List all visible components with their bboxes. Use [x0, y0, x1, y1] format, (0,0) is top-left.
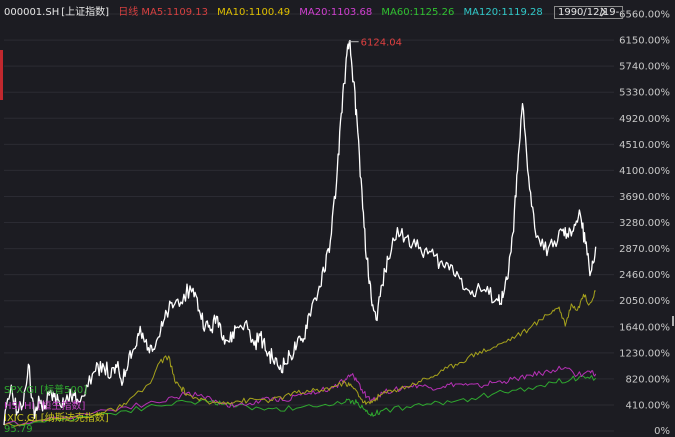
annotation-label: 6124.04 [361, 38, 402, 49]
legend-ma10: MA10:1100.49 [217, 7, 291, 18]
legend-ma120: MA120:1119.28 [463, 7, 543, 18]
y-tick-label: 3280.00% [619, 218, 670, 229]
y-tick-label: 2460.00% [619, 270, 670, 281]
y-tick-label: 4100.00% [619, 166, 670, 177]
y-tick-label: 410.00% [626, 400, 671, 411]
y-tick-label: 2050.00% [619, 296, 670, 307]
y-tick-label: 3690.00% [619, 192, 670, 203]
y-tick-label: 5330.00% [619, 88, 670, 99]
tag-hsi: HSI.HI [恒生指数] [4, 401, 86, 412]
y-tick-label: 6560.00% [619, 10, 670, 21]
y-tick-label: 4920.00% [619, 114, 670, 125]
y-tick-label: 820.00% [626, 374, 671, 385]
y-tick-label: 1640.00% [619, 322, 670, 333]
legend-period: 日线 [118, 7, 139, 18]
series-line-spx [3, 375, 597, 427]
legend-ma20: MA20:1103.68 [299, 7, 373, 18]
crosshair-tick-icon [672, 316, 674, 326]
legend-date[interactable]: 1990/12/19- [553, 6, 624, 19]
tag-ixic: IXIC.GI [纳斯达克指数] [4, 413, 109, 424]
legend-ma5: MA5:1109.13 [141, 7, 208, 18]
series-line-ixic [3, 290, 596, 427]
y-tick-label: 0% [654, 426, 670, 437]
legend-name: [上证指数] [61, 7, 110, 18]
grid [4, 13, 614, 432]
expand-arrow-icon[interactable] [597, 6, 609, 18]
y-tick-label: 2870.00% [619, 244, 670, 255]
y-tick-label: 1230.00% [619, 348, 670, 359]
legend-symbol: 000001.SH [4, 7, 60, 18]
tag-spx: SPX.GI [标普500] [4, 385, 88, 396]
y-tick-labels: 0% 410.00% 820.00% 1230.00% 1640.00% 2050.00%… [619, 10, 670, 437]
series-lines [3, 39, 597, 427]
y-tick-label: 5740.00% [619, 62, 670, 73]
side-marker [0, 50, 3, 100]
series-line-sh [3, 39, 597, 426]
legend-bar: 000001.SH [上证指数] 日线 MA5:1109.13 MA10:1100… [4, 5, 627, 21]
tag-base-value: 95.79 [4, 424, 33, 435]
y-tick-label: 4510.00% [619, 140, 670, 151]
y-tick-label: 6150.00% [619, 36, 670, 47]
legend-ma60: MA60:1125.26 [381, 7, 455, 18]
peak-annotation: 6124.04 [348, 38, 402, 49]
